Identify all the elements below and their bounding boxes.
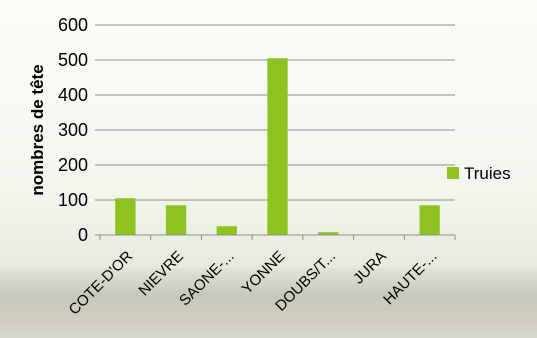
bar-6 xyxy=(419,205,440,235)
bars xyxy=(115,58,440,235)
x-category-label: SAONE-... xyxy=(176,248,238,310)
y-tick-label: 400 xyxy=(58,85,88,105)
y-tick-label: 500 xyxy=(58,50,88,70)
y-tick-label: 600 xyxy=(58,15,88,35)
bar-3 xyxy=(267,58,288,235)
y-tick-label: 200 xyxy=(58,155,88,175)
y-axis-ticks: 0 100 200 300 400 500 600 xyxy=(58,15,100,245)
y-tick-label: 300 xyxy=(58,120,88,140)
legend: Truies xyxy=(447,164,511,183)
bar-2 xyxy=(216,226,237,235)
y-axis-title: nombres de tête xyxy=(28,64,47,195)
bar-1 xyxy=(165,205,187,235)
y-tick-label: 100 xyxy=(58,190,88,210)
background-photo xyxy=(0,268,537,338)
legend-swatch xyxy=(447,167,459,179)
x-category-label: YONNE xyxy=(239,248,289,298)
x-category-label: NIEVRE xyxy=(135,248,187,300)
y-tick-label: 0 xyxy=(78,225,88,245)
bar-0 xyxy=(115,198,136,235)
bar-4 xyxy=(318,232,339,235)
x-category-label: COTE-D'OR xyxy=(66,248,137,319)
x-category-label: HAUTE-... xyxy=(380,248,440,308)
legend-label-truies: Truies xyxy=(464,164,511,183)
x-category-label: JURA xyxy=(350,248,390,288)
x-axis-ticks xyxy=(99,235,456,240)
